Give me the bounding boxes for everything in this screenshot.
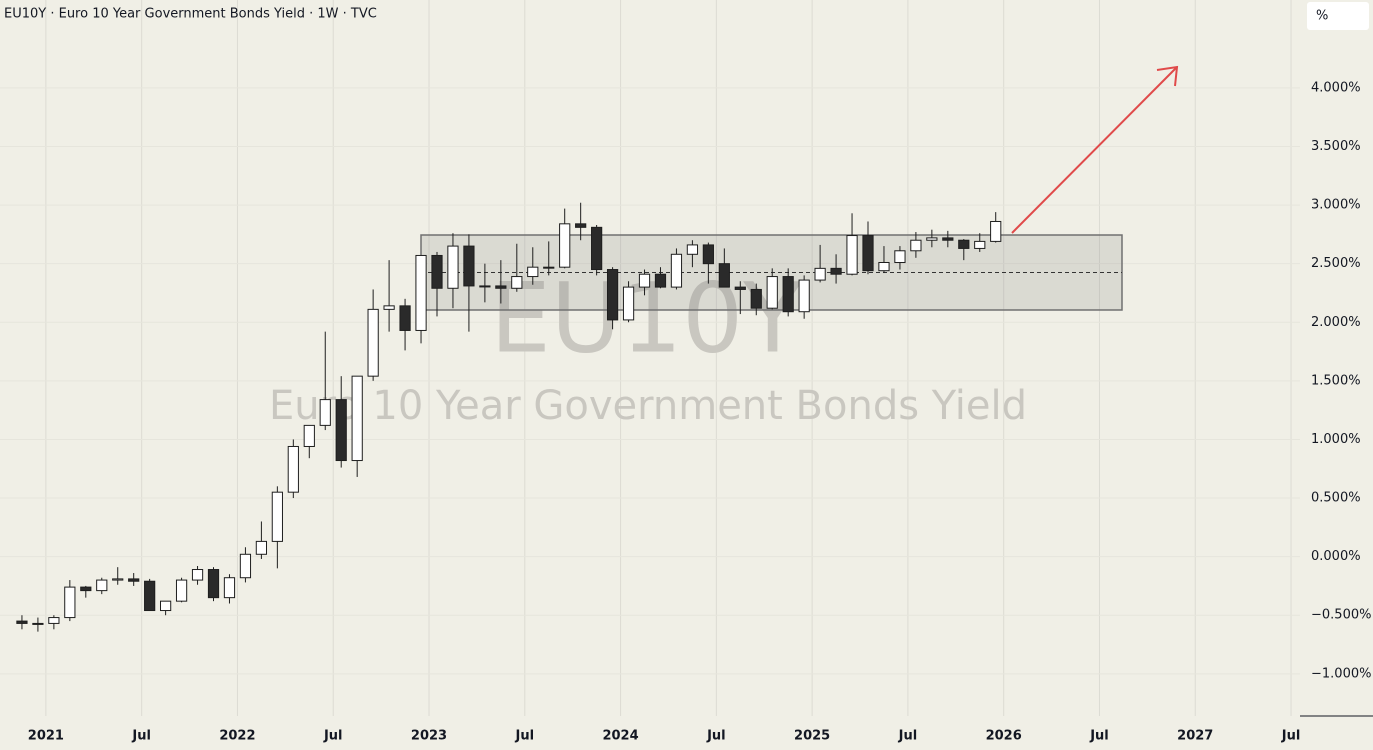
candle-body bbox=[495, 285, 507, 289]
candle-body bbox=[734, 286, 746, 290]
x-tick-label: 2021 bbox=[28, 729, 64, 744]
candle-body bbox=[128, 578, 140, 582]
candle-body bbox=[527, 266, 539, 278]
candle-body bbox=[415, 254, 427, 331]
y-tick-label: 1.000% bbox=[1311, 432, 1361, 447]
candle-body bbox=[239, 553, 252, 579]
x-tick-label: Jul bbox=[515, 729, 535, 744]
candle-body bbox=[654, 273, 667, 288]
candle-body bbox=[479, 285, 491, 288]
candle-body bbox=[926, 237, 938, 241]
candle-body bbox=[750, 288, 762, 309]
unit-box bbox=[1307, 2, 1369, 30]
candle-body bbox=[591, 226, 603, 271]
candle-body bbox=[878, 261, 890, 272]
candle-body bbox=[431, 254, 443, 289]
candle-body bbox=[846, 235, 858, 275]
candle-body bbox=[686, 244, 699, 255]
x-tick-label: 2024 bbox=[602, 729, 638, 744]
candle-body bbox=[80, 586, 92, 592]
y-tick-label: 2.000% bbox=[1311, 315, 1361, 330]
x-tick-label: Jul bbox=[706, 729, 726, 744]
x-tick-label: Jul bbox=[323, 729, 343, 744]
candle-body bbox=[670, 253, 683, 288]
candle-body bbox=[814, 267, 826, 281]
candle-body bbox=[335, 399, 347, 462]
unit-label: % bbox=[1316, 9, 1328, 24]
candle-body bbox=[782, 276, 794, 313]
candle-body bbox=[48, 617, 60, 624]
candle-body bbox=[16, 620, 28, 624]
candle-body bbox=[766, 276, 778, 309]
candle-body bbox=[942, 237, 954, 241]
chart-title: EU10Y · Euro 10 Year Government Bonds Yi… bbox=[4, 7, 377, 22]
y-tick-label: 3.500% bbox=[1311, 139, 1361, 154]
candle-body bbox=[798, 279, 810, 313]
candle-body bbox=[112, 578, 124, 581]
candle-body bbox=[175, 579, 188, 602]
candle-body bbox=[990, 220, 1002, 242]
candle-body bbox=[702, 244, 714, 265]
x-tick-label: Jul bbox=[131, 729, 151, 744]
candle-body bbox=[622, 286, 635, 321]
candle-body bbox=[223, 577, 236, 599]
candle-body bbox=[287, 445, 299, 493]
candle-body bbox=[910, 239, 922, 252]
y-tick-label: 0.000% bbox=[1311, 549, 1361, 564]
candle-body bbox=[144, 580, 156, 612]
candle-body bbox=[447, 245, 459, 289]
candle-body bbox=[207, 569, 220, 599]
x-tick-label: 2025 bbox=[794, 729, 830, 744]
arrow bbox=[1011, 65, 1179, 234]
candle-body bbox=[575, 223, 587, 228]
y-tick-label: 3.000% bbox=[1311, 198, 1361, 213]
candle-body bbox=[511, 276, 523, 289]
candle-body bbox=[974, 240, 986, 249]
x-tick-label: 2027 bbox=[1177, 729, 1213, 744]
y-tick-label: −0.500% bbox=[1311, 608, 1371, 623]
candle-body bbox=[303, 424, 315, 447]
y-tick-label: 1.500% bbox=[1311, 373, 1361, 388]
candle-body bbox=[255, 540, 268, 555]
candle-body bbox=[367, 308, 379, 377]
candle-body bbox=[958, 239, 970, 249]
candle-body bbox=[463, 245, 475, 287]
candle-body bbox=[862, 235, 874, 272]
x-tick-label: 2023 bbox=[411, 729, 447, 744]
candle-body bbox=[64, 586, 76, 619]
watermark-subtitle: Euro 10 Year Government Bonds Yield bbox=[269, 383, 1027, 429]
candle-body bbox=[894, 250, 906, 263]
candle-body bbox=[718, 263, 730, 288]
candle-body bbox=[543, 266, 555, 269]
y-tick-label: 2.500% bbox=[1311, 256, 1361, 271]
candle-body bbox=[830, 267, 842, 275]
candle-body bbox=[191, 569, 204, 581]
candle-body bbox=[559, 223, 571, 268]
candle-body bbox=[319, 399, 331, 426]
candle-body bbox=[32, 622, 44, 625]
y-tick-label: 4.000% bbox=[1311, 80, 1361, 95]
candle-body bbox=[638, 273, 651, 288]
x-tick-label: 2022 bbox=[219, 729, 255, 744]
candle-body bbox=[383, 305, 395, 310]
x-tick-label: Jul bbox=[1281, 729, 1301, 744]
y-tick-label: −1.000% bbox=[1311, 666, 1371, 681]
y-tick-label: 0.500% bbox=[1311, 491, 1361, 506]
candle-body bbox=[351, 375, 363, 462]
x-tick-label: Jul bbox=[1089, 729, 1109, 744]
candle-body bbox=[606, 269, 619, 321]
x-tick-label: Jul bbox=[898, 729, 918, 744]
candle-body bbox=[160, 600, 172, 612]
candle-body bbox=[96, 579, 108, 592]
x-tick-label: 2026 bbox=[986, 729, 1022, 744]
candle-body bbox=[271, 491, 283, 542]
candle-body bbox=[399, 305, 411, 331]
